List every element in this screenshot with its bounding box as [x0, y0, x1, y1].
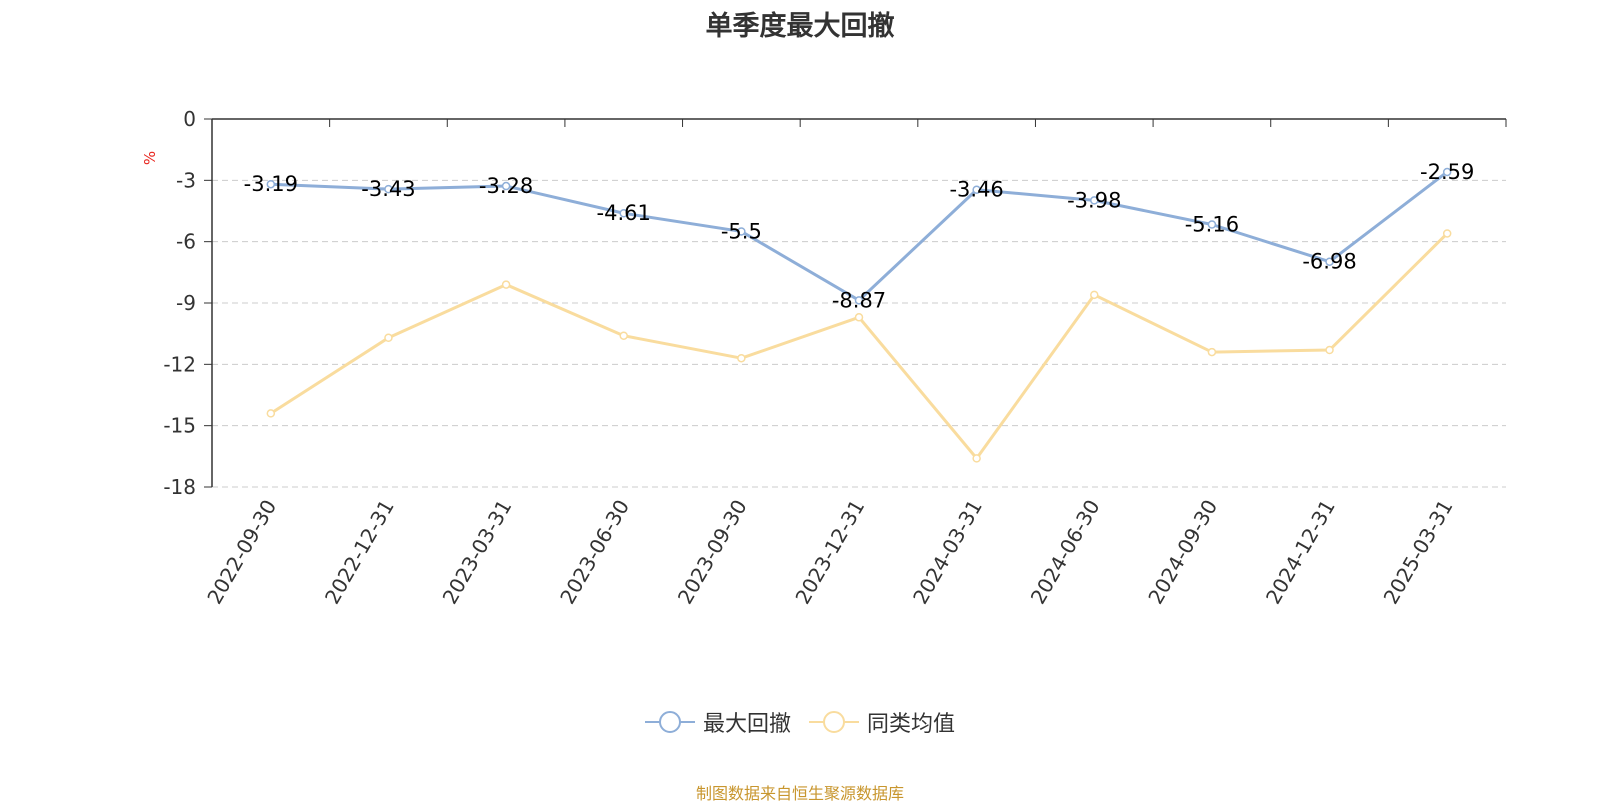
data-label: -3.19 — [244, 172, 298, 196]
legend-label: 最大回撤 — [702, 712, 791, 737]
data-point-2 — [266, 409, 276, 418]
x-tick-label: 2023-12-31 — [790, 496, 869, 609]
data-label: -5.5 — [721, 219, 762, 243]
data-point-1 — [972, 185, 981, 194]
chart-title: 单季度最大回撤 — [705, 11, 895, 42]
data-label: -6.98 — [1302, 250, 1356, 274]
y-tick-label: -6 — [176, 230, 196, 254]
y-tick-label: -15 — [163, 414, 196, 438]
data-point-1 — [619, 208, 628, 218]
data-label: -3.98 — [1067, 188, 1121, 212]
data-label: -3.28 — [479, 174, 533, 198]
y-tick-label: -3 — [176, 168, 196, 192]
source-note: 制图数据来自恒生聚源数据库 — [695, 784, 904, 803]
data-point-1 — [854, 296, 864, 305]
x-tick-label: 2022-12-31 — [320, 496, 399, 609]
legend-marker-icon — [809, 711, 859, 733]
legend: 最大回撤 同类均值 — [0, 706, 1600, 738]
legend-item-2[interactable]: 同类均值 — [809, 706, 955, 738]
y-tick-label: 0 — [183, 107, 196, 131]
data-label: -5.16 — [1185, 212, 1239, 236]
data-label: -3.43 — [361, 177, 415, 201]
legend-marker-icon — [644, 711, 695, 733]
x-tick-label: 2023-03-31 — [438, 496, 517, 609]
data-point-1 — [1325, 257, 1334, 266]
legend-item-1[interactable]: 最大回撤 — [644, 706, 791, 738]
x-tick-label: 2023-06-30 — [555, 496, 634, 609]
data-point-1 — [1207, 220, 1217, 229]
x-tick-label: 2024-09-30 — [1143, 496, 1222, 609]
data-point-2 — [619, 331, 628, 340]
y-tick-label: -9 — [176, 291, 196, 315]
data-label: -4.61 — [597, 201, 651, 225]
data-point-2 — [737, 353, 746, 363]
data-point-2 — [854, 313, 864, 322]
data-point-1 — [501, 181, 511, 191]
data-point-1 — [1090, 196, 1099, 205]
data-point-2 — [501, 280, 511, 289]
y-axis-label: % — [141, 151, 159, 165]
series-line-2 — [270, 232, 1449, 460]
legend-label: 同类均值 — [867, 712, 956, 737]
x-tick-label: 2022-09-30 — [202, 496, 281, 609]
y-tick-label: -18 — [163, 475, 196, 499]
data-point-2 — [1325, 345, 1334, 355]
data-label: -3.46 — [949, 178, 1003, 202]
x-tick-label: 2024-06-30 — [1026, 496, 1105, 609]
data-point-2 — [972, 454, 981, 463]
data-label: -2.59 — [1420, 160, 1474, 184]
data-point-2 — [1442, 229, 1452, 238]
x-tick-label: 2024-03-31 — [908, 496, 987, 609]
series-line-1 — [270, 170, 1449, 302]
data-point-1 — [1442, 167, 1452, 177]
x-tick-label: 2023-09-30 — [673, 496, 752, 609]
x-tick-label: 2025-03-31 — [1379, 496, 1458, 609]
data-point-2 — [1207, 347, 1217, 357]
data-point-1 — [737, 227, 746, 236]
x-tick-label: 2024-12-31 — [1261, 496, 1340, 609]
data-point-2 — [1090, 290, 1099, 300]
data-point-1 — [384, 184, 393, 194]
data-point-2 — [384, 333, 393, 343]
y-tick-label: -12 — [163, 352, 196, 376]
data-point-1 — [266, 179, 276, 189]
data-label: -8.87 — [832, 288, 886, 312]
